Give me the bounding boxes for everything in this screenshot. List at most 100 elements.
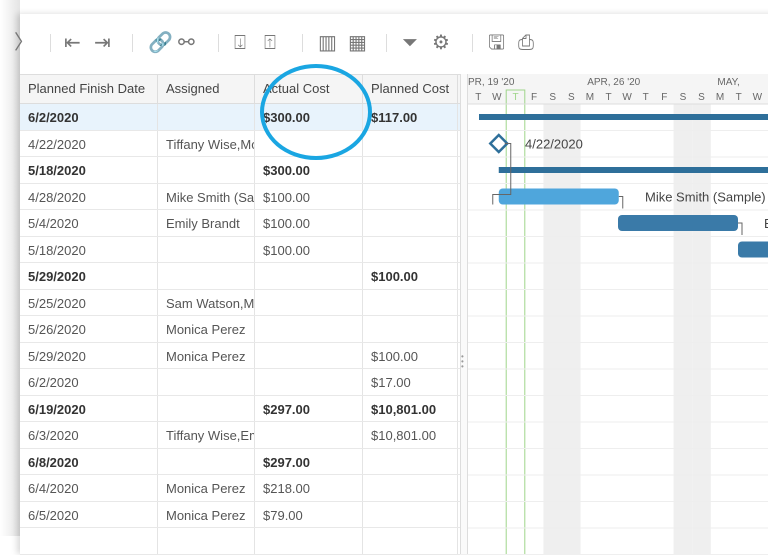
- table-row[interactable]: 6/8/2020 $297.00: [20, 448, 460, 475]
- cell-planned-finish[interactable]: 5/29/2020: [20, 263, 158, 289]
- table-row[interactable]: 5/25/2020 Sam Watson,Mo: [20, 289, 460, 316]
- cell-actual-cost[interactable]: [255, 422, 363, 448]
- cell-planned-cost[interactable]: $10,801.00: [363, 395, 458, 421]
- cell-assigned[interactable]: [158, 157, 255, 183]
- print-icon[interactable]: ⎙: [518, 32, 534, 54]
- table-row[interactable]: 4/22/2020 Tiffany Wise,Mo: [20, 130, 460, 157]
- cell-actual-cost[interactable]: $100.00: [255, 210, 363, 236]
- cell-planned-cost[interactable]: [363, 130, 458, 156]
- cell-planned-cost[interactable]: [363, 289, 458, 315]
- cell-actual-cost[interactable]: [255, 263, 363, 289]
- cell-assigned[interactable]: [158, 263, 255, 289]
- cell-assigned[interactable]: Sam Watson,Mo: [158, 289, 255, 315]
- export-icon[interactable]: ⍐: [264, 32, 276, 54]
- cell-assigned[interactable]: Tiffany Wise,Em: [158, 422, 255, 448]
- column-header-planned-cost[interactable]: Planned Cost: [363, 75, 458, 103]
- cell-assigned[interactable]: [158, 104, 255, 130]
- cell-planned-cost[interactable]: [363, 448, 458, 474]
- cell-assigned[interactable]: Monica Perez: [158, 316, 255, 342]
- cell-actual-cost[interactable]: $100.00: [255, 236, 363, 262]
- cell-actual-cost[interactable]: $300.00: [255, 157, 363, 183]
- pane-splitter[interactable]: [460, 74, 468, 554]
- cell-assigned[interactable]: Mike Smith (Sam: [158, 183, 255, 209]
- cell-actual-cost[interactable]: [255, 342, 363, 368]
- cell-actual-cost[interactable]: $218.00: [255, 475, 363, 501]
- cell-actual-cost[interactable]: $79.00: [255, 501, 363, 527]
- cell-assigned[interactable]: Emily Brandt: [158, 210, 255, 236]
- cell-planned-finish[interactable]: 4/22/2020: [20, 130, 158, 156]
- cell-planned-cost[interactable]: $117.00: [363, 104, 458, 130]
- cell-planned-finish[interactable]: 4/28/2020: [20, 183, 158, 209]
- cell-actual-cost[interactable]: $297.00: [255, 448, 363, 474]
- cell-planned-finish[interactable]: 6/2/2020: [20, 104, 158, 130]
- cell-planned-cost[interactable]: [363, 236, 458, 262]
- column-header-planned-finish[interactable]: Planned Finish Date: [20, 75, 158, 103]
- gear-icon[interactable]: ⚙: [432, 32, 450, 54]
- filter-icon[interactable]: ⏷: [402, 32, 418, 54]
- cell-assigned[interactable]: [158, 395, 255, 421]
- chevron-right-icon[interactable]: 〉: [14, 32, 34, 54]
- cell-planned-finish[interactable]: 5/29/2020: [20, 342, 158, 368]
- link-icon[interactable]: 🔗: [148, 32, 173, 54]
- cell-planned-finish[interactable]: 6/8/2020: [20, 448, 158, 474]
- cell-assigned[interactable]: Tiffany Wise,Mo: [158, 130, 255, 156]
- cell-assigned[interactable]: [158, 369, 255, 395]
- cell-planned-cost[interactable]: [363, 475, 458, 501]
- table-row[interactable]: 6/2/2020 $17.00: [20, 369, 460, 396]
- cell-planned-finish[interactable]: 5/18/2020: [20, 157, 158, 183]
- cell-actual-cost[interactable]: $100.00: [255, 183, 363, 209]
- table-row[interactable]: 5/26/2020 Monica Perez: [20, 316, 460, 343]
- unlink-icon[interactable]: ⚯: [178, 32, 195, 54]
- cell-planned-cost[interactable]: $100.00: [363, 342, 458, 368]
- cell-planned-finish[interactable]: 6/19/2020: [20, 395, 158, 421]
- cell-planned-finish[interactable]: 6/3/2020: [20, 422, 158, 448]
- cell-actual-cost[interactable]: [255, 369, 363, 395]
- cell-actual-cost[interactable]: [255, 528, 363, 554]
- table-row[interactable]: 5/18/2020 $100.00: [20, 236, 460, 263]
- columns-icon[interactable]: ▥: [318, 32, 337, 54]
- table-row[interactable]: 5/4/2020 Emily Brandt $100.00: [20, 210, 460, 237]
- cell-planned-cost[interactable]: [363, 528, 458, 554]
- table-row[interactable]: 5/18/2020 $300.00: [20, 157, 460, 184]
- table-row[interactable]: [20, 528, 460, 555]
- table-row[interactable]: 5/29/2020 $100.00: [20, 263, 460, 290]
- table-row[interactable]: 6/3/2020 Tiffany Wise,Em $10,801.00: [20, 422, 460, 449]
- cell-actual-cost[interactable]: $297.00: [255, 395, 363, 421]
- outdent-icon[interactable]: ⇤: [64, 32, 81, 54]
- cell-planned-finish[interactable]: 6/5/2020: [20, 501, 158, 527]
- cell-actual-cost[interactable]: [255, 130, 363, 156]
- cell-actual-cost[interactable]: [255, 289, 363, 315]
- cell-planned-cost[interactable]: [363, 501, 458, 527]
- indent-icon[interactable]: ⇥: [94, 32, 111, 54]
- cell-assigned[interactable]: [158, 448, 255, 474]
- table-row[interactable]: 6/5/2020 Monica Perez $79.00: [20, 501, 460, 528]
- cell-actual-cost[interactable]: [255, 316, 363, 342]
- cell-planned-finish[interactable]: 5/4/2020: [20, 210, 158, 236]
- cell-assigned[interactable]: [158, 528, 255, 554]
- table-row[interactable]: 6/19/2020 $297.00 $10,801.00: [20, 395, 460, 422]
- cell-assigned[interactable]: Monica Perez: [158, 475, 255, 501]
- cell-assigned[interactable]: [158, 236, 255, 262]
- cell-planned-cost[interactable]: [363, 210, 458, 236]
- cell-planned-cost[interactable]: $10,801.00: [363, 422, 458, 448]
- cell-planned-finish[interactable]: 5/18/2020: [20, 236, 158, 262]
- cell-planned-finish[interactable]: [20, 528, 158, 554]
- column-header-assigned[interactable]: Assigned: [158, 75, 255, 103]
- import-icon[interactable]: ⍗: [234, 32, 246, 54]
- cell-planned-cost[interactable]: [363, 157, 458, 183]
- cell-assigned[interactable]: Monica Perez: [158, 501, 255, 527]
- cell-planned-finish[interactable]: 6/2/2020: [20, 369, 158, 395]
- table-icon[interactable]: ▦: [348, 32, 367, 54]
- cell-planned-cost[interactable]: [363, 316, 458, 342]
- cell-planned-finish[interactable]: 5/25/2020: [20, 289, 158, 315]
- cell-planned-cost[interactable]: $100.00: [363, 263, 458, 289]
- save-icon[interactable]: 🖫: [488, 32, 506, 54]
- cell-assigned[interactable]: Monica Perez: [158, 342, 255, 368]
- table-row[interactable]: 6/4/2020 Monica Perez $218.00: [20, 475, 460, 502]
- table-row[interactable]: 5/29/2020 Monica Perez $100.00: [20, 342, 460, 369]
- splitter-grip-icon[interactable]: • • •: [461, 352, 464, 371]
- cell-planned-cost[interactable]: $17.00: [363, 369, 458, 395]
- cell-planned-finish[interactable]: 5/26/2020: [20, 316, 158, 342]
- cell-planned-finish[interactable]: 6/4/2020: [20, 475, 158, 501]
